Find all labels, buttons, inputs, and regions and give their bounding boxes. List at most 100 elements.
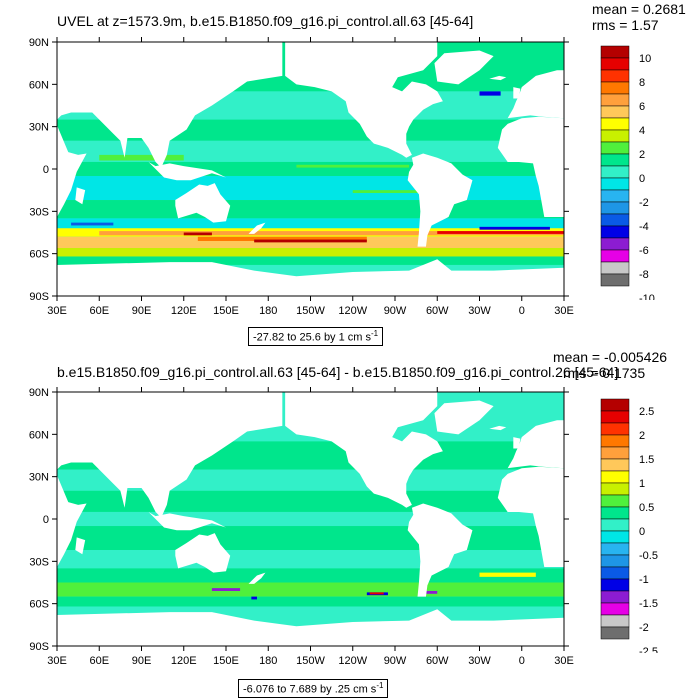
land-mass-11 xyxy=(489,75,507,81)
panel2-mean: mean = -0.005426 xyxy=(553,349,668,365)
colorbar-label: 0.5 xyxy=(639,502,654,514)
colorbar-label: -2 xyxy=(639,197,649,209)
colorbar-swatch xyxy=(600,225,630,239)
land-mass-2 xyxy=(75,187,86,205)
colorbar-label: 0 xyxy=(639,173,645,185)
land-mass-9 xyxy=(507,70,564,119)
lon-label: 30E xyxy=(554,305,574,317)
lon-label: 120E xyxy=(171,305,197,317)
colorbar-label: 1.5 xyxy=(639,454,654,466)
lon-label: 90W xyxy=(384,655,407,667)
lon-label: 60W xyxy=(426,305,449,317)
panel2-title: b.e15.B1850.f09_g16.pi_control.all.63 [4… xyxy=(57,364,619,380)
velocity-band-11 xyxy=(57,256,564,265)
colorbar-swatch xyxy=(600,530,630,544)
colorbar-swatch xyxy=(600,177,630,191)
colorbar-label: -0.5 xyxy=(639,550,658,562)
colorbar-swatch xyxy=(600,518,630,532)
colorbar-swatch xyxy=(600,578,630,592)
colorbar-swatch xyxy=(600,117,630,131)
panel1-title: UVEL at z=1573.9m, b.e15.B1850.f09_g16.p… xyxy=(57,13,474,29)
colorbar-swatch xyxy=(600,422,630,436)
lon-label: 0 xyxy=(519,655,525,667)
velocity-band-7 xyxy=(57,218,564,229)
colorbar-swatch xyxy=(600,602,630,616)
colorbar-swatch xyxy=(600,45,630,59)
colorbar-label: -6 xyxy=(639,245,649,257)
colorbar-label: 4 xyxy=(639,125,645,137)
lon-label: 90E xyxy=(132,305,152,317)
land-mass-5 xyxy=(248,572,266,584)
colorbar-label: 0 xyxy=(639,526,645,538)
colorbar-swatch xyxy=(600,273,630,287)
colorbar-swatch xyxy=(600,458,630,472)
velocity-streak-0 xyxy=(211,588,241,591)
velocity-streak-5 xyxy=(479,572,536,577)
colorbar-label: -10 xyxy=(639,293,655,300)
land-mass-8 xyxy=(407,153,473,247)
colorbar-swatch xyxy=(600,165,630,179)
velocity-streak-6 xyxy=(99,586,170,590)
colorbar-swatch xyxy=(600,69,630,83)
panel1-colorbar: 10 8 6 4 2 0 -2 -4 -6 -8 -10 xyxy=(600,45,655,300)
lon-label: 60W xyxy=(426,655,449,667)
colorbar-swatch xyxy=(600,542,630,556)
lat-label: 90N xyxy=(29,387,49,399)
colorbar-swatch xyxy=(600,189,630,203)
land-mass-10 xyxy=(513,87,521,99)
colorbar-swatch xyxy=(600,213,630,227)
lat-label: 60N xyxy=(29,79,49,91)
colorbar-label: 1 xyxy=(639,478,645,490)
velocity-streak-9 xyxy=(296,164,410,168)
land-mass-3 xyxy=(148,161,226,181)
colorbar-swatch xyxy=(600,398,630,412)
land-mass-6 xyxy=(285,42,443,158)
colorbar-swatch xyxy=(600,129,630,143)
lon-label: 60E xyxy=(89,655,109,667)
velocity-band-4 xyxy=(57,511,564,527)
lon-label: 30W xyxy=(468,655,491,667)
colorbar-label: -1.5 xyxy=(639,598,658,610)
lon-label: 150W xyxy=(296,305,325,317)
velocity-streak-0 xyxy=(99,231,564,236)
land-mass-9 xyxy=(507,420,564,469)
panel2-colorbar: 2.5 2 1.5 1 0.5 0 -0.5 -1 -1.5 -2 -2.5 xyxy=(600,398,658,653)
velocity-streak-1 xyxy=(197,236,367,241)
panel1-map: 90N 60N 30N 0 30S 60S 90S 30E 60E 90E 120E 150E 180 1… xyxy=(29,37,574,317)
velocity-band-3 xyxy=(57,490,564,512)
panel1-rms: rms = 1.57 xyxy=(592,17,659,33)
velocity-streak-7 xyxy=(71,222,114,226)
land-mass-13 xyxy=(57,259,564,296)
velocity-streak-10 xyxy=(352,190,466,193)
map-field xyxy=(57,392,564,646)
colorbar-swatch xyxy=(600,626,630,640)
lon-label: 0 xyxy=(519,305,525,317)
colorbar-swatch xyxy=(600,494,630,508)
velocity-streak-3 xyxy=(183,232,212,236)
colorbar-swatch xyxy=(600,237,630,251)
panel2-contour-text: -6.076 to 7.689 by .25 cm s xyxy=(243,683,377,696)
velocity-streak-5 xyxy=(479,226,550,230)
land-mass-2 xyxy=(75,537,86,555)
colorbar-swatch xyxy=(600,105,630,119)
lat-label: 90N xyxy=(29,37,49,49)
colorbar-label: 2 xyxy=(639,430,645,442)
velocity-band-10 xyxy=(57,248,564,257)
velocity-streak-6 xyxy=(479,91,501,96)
panel1-mean: mean = 0.2681 xyxy=(592,1,686,17)
lat-label: 60N xyxy=(29,429,49,441)
colorbar-swatch xyxy=(600,566,630,580)
panel2-contour-info: -6.076 to 7.689 by .25 cm s-1 xyxy=(238,679,389,698)
land-mass-1 xyxy=(57,475,87,567)
land-mass-7 xyxy=(434,50,494,85)
velocity-streak-2 xyxy=(254,239,367,243)
lat-label: 90S xyxy=(29,291,49,303)
lat-label: 90S xyxy=(29,641,49,653)
colorbar-label: 8 xyxy=(639,77,645,89)
land-mass-1 xyxy=(57,125,87,217)
panel1-stats: mean = 0.2681 rms = 1.57 xyxy=(592,1,686,33)
lat-label: 30N xyxy=(29,122,49,134)
colorbar-swatch xyxy=(600,410,630,424)
colorbar-swatch xyxy=(600,446,630,460)
land-mass-12 xyxy=(497,116,564,217)
